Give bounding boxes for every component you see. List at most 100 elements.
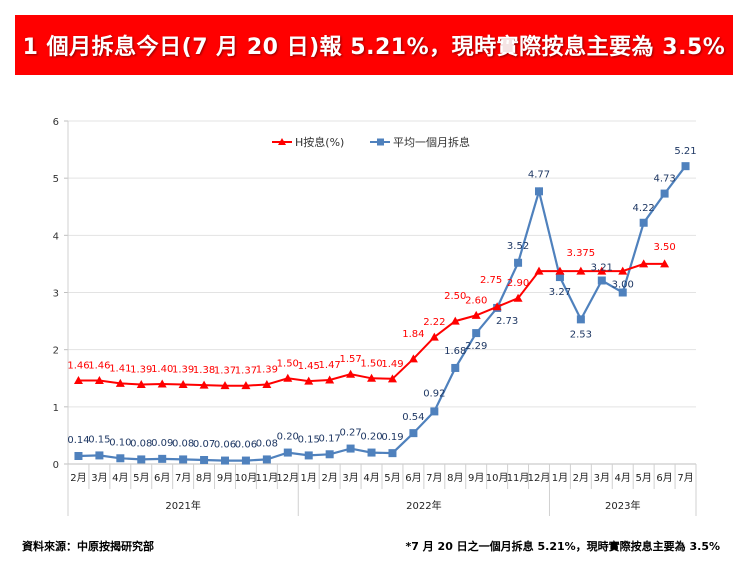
x-tick-label: 5月 bbox=[384, 472, 400, 484]
hibor-point bbox=[116, 454, 125, 463]
hibor-data-label: 0.06 bbox=[214, 440, 236, 451]
h-rate-point bbox=[513, 293, 523, 302]
year-label: 2022年 bbox=[406, 499, 441, 512]
hibor-point bbox=[346, 444, 355, 453]
year-label: 2021年 bbox=[165, 499, 200, 512]
x-tick-label: 7月 bbox=[677, 472, 693, 484]
h-rate-point bbox=[492, 302, 502, 311]
hibor-data-label: 3.21 bbox=[591, 262, 613, 273]
hibor-data-label: 0.15 bbox=[298, 434, 320, 445]
x-tick-label: 3月 bbox=[91, 472, 107, 484]
hibor-point bbox=[241, 456, 250, 465]
hibor-data-label: 0.07 bbox=[193, 439, 215, 450]
h-rate-data-label: 1.57 bbox=[339, 354, 361, 365]
hibor-point bbox=[367, 448, 376, 457]
hibor-point bbox=[158, 454, 167, 463]
h-rate-data-label: 1.49 bbox=[381, 359, 403, 370]
h-rate-data-label: 3.50 bbox=[653, 242, 675, 253]
h-rate-data-label: 1.50 bbox=[277, 358, 299, 369]
h-rate-data-label: 1.46 bbox=[88, 361, 110, 372]
x-tick-label: 3月 bbox=[342, 472, 358, 484]
x-tick-label: 1月 bbox=[301, 472, 317, 484]
x-tick-label: 12月 bbox=[528, 472, 551, 484]
hibor-data-label: 0.10 bbox=[109, 437, 131, 448]
y-tick-label: 1 bbox=[53, 403, 59, 414]
h-rate-point bbox=[555, 266, 565, 275]
x-tick-label: 10月 bbox=[486, 472, 509, 484]
series-line-hibor bbox=[78, 165, 687, 462]
x-tick-label: 2月 bbox=[321, 472, 337, 484]
y-tick-label: 6 bbox=[53, 117, 59, 128]
h-rate-point bbox=[220, 381, 230, 390]
x-tick-label: 3月 bbox=[594, 472, 610, 484]
h-rate-point bbox=[178, 380, 188, 389]
h-rate-point bbox=[325, 375, 335, 384]
x-tick-label: 2月 bbox=[70, 472, 86, 484]
x-tick-label: 9月 bbox=[217, 472, 233, 484]
hibor-point bbox=[200, 455, 209, 464]
x-tick-label: 4月 bbox=[363, 472, 379, 484]
h-rate-data-label: 1.37 bbox=[235, 366, 257, 377]
h-rate-data-label: 1.39 bbox=[256, 365, 278, 376]
h-rate-data-label: 1.84 bbox=[402, 329, 424, 340]
hibor-point bbox=[304, 451, 313, 460]
hibor-point bbox=[576, 315, 585, 324]
h-rate-point bbox=[136, 380, 146, 389]
hibor-data-label: 0.92 bbox=[423, 388, 445, 399]
hibor-data-label: 0.15 bbox=[88, 434, 110, 445]
x-tick-label: 4月 bbox=[615, 472, 631, 484]
h-rate-point bbox=[576, 266, 586, 275]
y-tick-label: 0 bbox=[53, 460, 59, 471]
h-rate-data-label: 1.37 bbox=[214, 366, 236, 377]
hibor-point bbox=[660, 189, 669, 198]
source-note: 資料來源：中原按揭研究部 bbox=[22, 540, 154, 553]
h-rate-point bbox=[157, 379, 167, 388]
h-rate-point bbox=[429, 332, 439, 341]
hibor-point bbox=[514, 258, 523, 267]
h-rate-point bbox=[597, 266, 607, 275]
hibor-data-label: 0.08 bbox=[172, 438, 194, 449]
hibor-data-label: 4.22 bbox=[633, 203, 655, 214]
h-rate-data-label: 1.41 bbox=[109, 363, 131, 374]
legend-h-rate-label: H按息(%) bbox=[295, 135, 344, 149]
headline-banner: 1 個月拆息今日(7 月 20 日)報 5.21%，現時實際按息主要為 3.5% bbox=[15, 15, 733, 75]
hibor-point bbox=[472, 329, 481, 338]
h-rate-data-label: 1.39 bbox=[130, 365, 152, 376]
hibor-data-label: 0.06 bbox=[235, 440, 257, 451]
hibor-data-label: 1.68 bbox=[444, 346, 466, 357]
h-rate-point bbox=[471, 310, 481, 319]
h-rate-point bbox=[367, 373, 377, 382]
hibor-data-label: 3.00 bbox=[612, 280, 634, 291]
x-tick-label: 6月 bbox=[154, 472, 170, 484]
x-tick-label: 5月 bbox=[133, 472, 149, 484]
hibor-point bbox=[409, 429, 418, 438]
y-tick-label: 5 bbox=[53, 174, 59, 185]
h-rate-data-label: 1.46 bbox=[67, 361, 89, 372]
h-rate-point bbox=[283, 373, 293, 382]
x-tick-label: 7月 bbox=[426, 472, 442, 484]
h-rate-data-label: 3.375 bbox=[567, 248, 596, 259]
hibor-point bbox=[325, 450, 334, 459]
h-rate-point bbox=[618, 266, 628, 275]
h-rate-data-label: 1.47 bbox=[319, 360, 341, 371]
h-rate-point bbox=[241, 381, 251, 390]
h-rate-point bbox=[262, 380, 272, 389]
h-rate-data-label: 1.50 bbox=[360, 358, 382, 369]
h-rate-data-label: 1.39 bbox=[172, 365, 194, 376]
hibor-data-label: 0.14 bbox=[67, 435, 89, 446]
hibor-point bbox=[555, 273, 564, 282]
hibor-data-label: 0.20 bbox=[360, 432, 382, 443]
h-rate-point bbox=[639, 259, 649, 268]
h-rate-data-label: 1.45 bbox=[298, 361, 320, 372]
hibor-data-label: 0.08 bbox=[130, 438, 152, 449]
hibor-data-label: 4.73 bbox=[653, 174, 675, 185]
hibor-data-label: 3.52 bbox=[507, 241, 529, 252]
hibor-data-label: 2.29 bbox=[465, 341, 487, 352]
hibor-data-label: 0.08 bbox=[256, 438, 278, 449]
hibor-data-label: 0.17 bbox=[319, 433, 341, 444]
x-tick-label: 9月 bbox=[468, 472, 484, 484]
y-tick-label: 4 bbox=[53, 231, 59, 242]
x-tick-label: 10月 bbox=[235, 472, 258, 484]
x-tick-label: 2月 bbox=[573, 472, 589, 484]
